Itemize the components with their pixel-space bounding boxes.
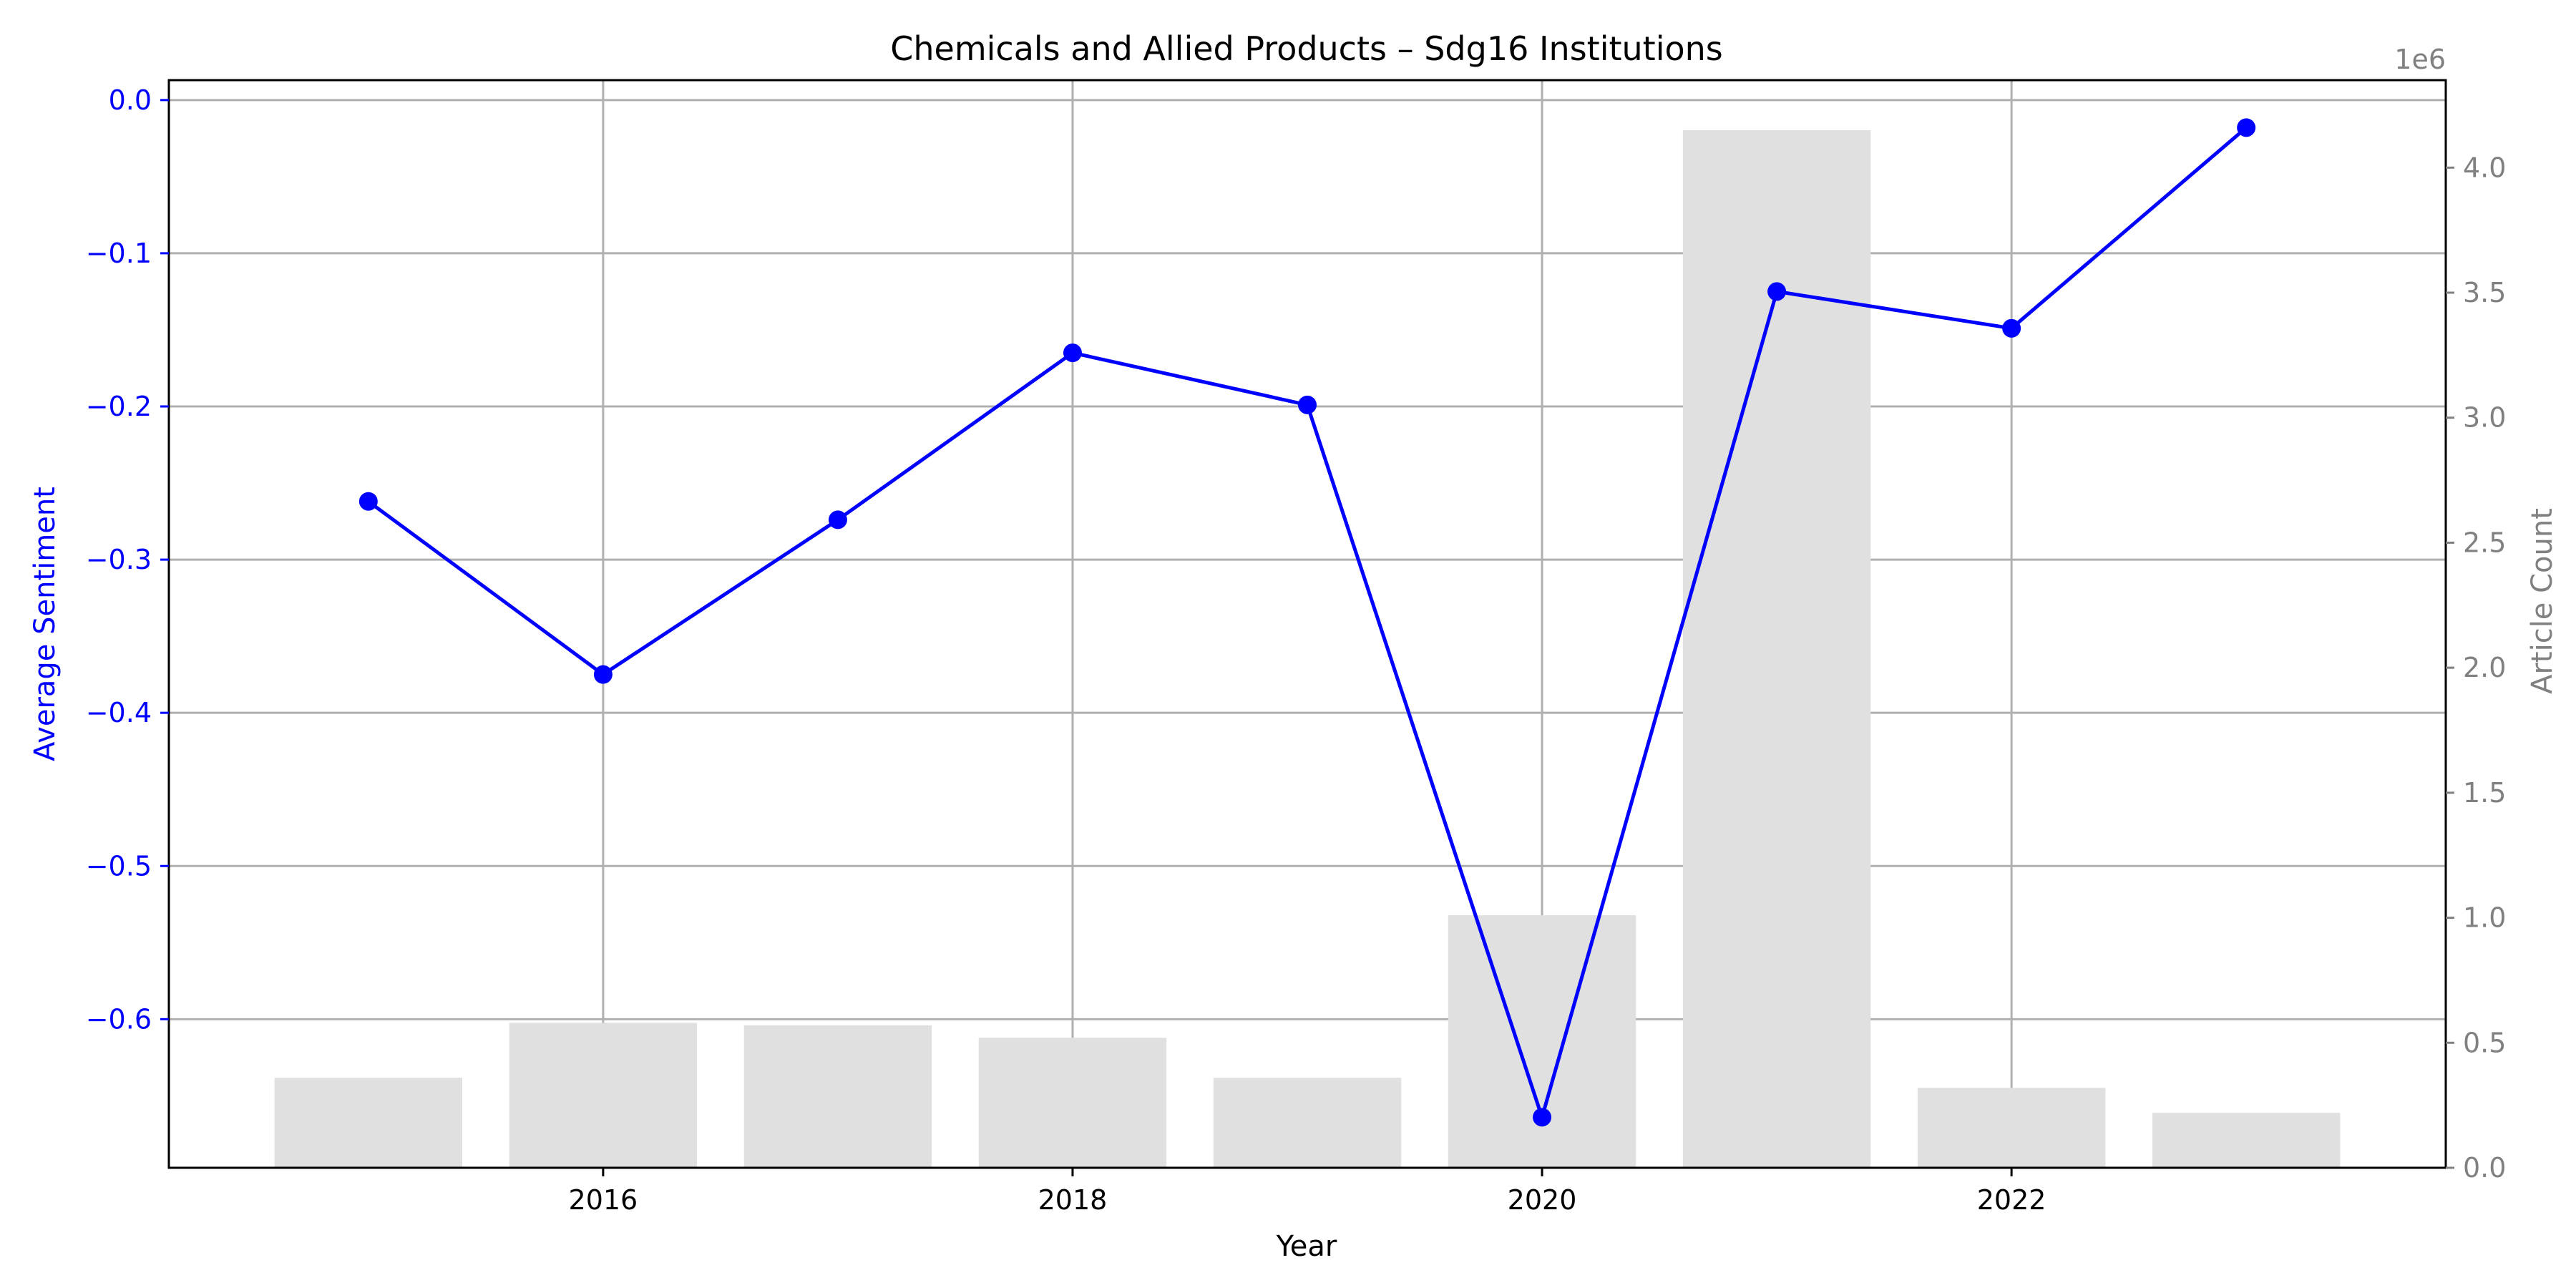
chart-title: Chemicals and Allied Products – Sdg16 In… xyxy=(890,29,1723,68)
axes-layer xyxy=(167,79,2447,1169)
ticks-layer: 2016 2018 2020 2022 0.0 −0.1 −0.2 −0.3 −0.4 −0.5 −… xyxy=(86,84,2507,1216)
right-tick-label-0: 0.0 xyxy=(2463,1152,2506,1184)
x-tick-label-1: 2018 xyxy=(1038,1184,1108,1216)
sentiment-point-2017 xyxy=(828,510,847,530)
left-tick-label-5: −0.5 xyxy=(86,850,152,882)
right-tick-label-1: 0.5 xyxy=(2463,1027,2506,1058)
x-axis-label: Year xyxy=(1276,1230,1337,1263)
sentiment-point-2023 xyxy=(2237,118,2256,137)
left-tick-label-2: −0.2 xyxy=(86,391,152,422)
left-tick-label-1: −0.1 xyxy=(86,238,152,269)
sentiment-point-2019 xyxy=(1298,395,1317,414)
right-tick-label-2: 1.0 xyxy=(2463,902,2506,934)
right-tick-label-5: 2.5 xyxy=(2463,527,2506,558)
bar-2018 xyxy=(978,1038,1167,1168)
sentiment-point-2022 xyxy=(2002,318,2021,338)
sentiment-line xyxy=(367,126,2248,1119)
bar-2015 xyxy=(274,1078,463,1168)
left-tick-label-6: −0.6 xyxy=(86,1003,152,1035)
x-tick-label-2: 2020 xyxy=(1508,1184,1577,1216)
bar-2016 xyxy=(509,1023,698,1168)
bar-2019 xyxy=(1213,1078,1402,1168)
right-tick-label-6: 3.0 xyxy=(2463,402,2506,434)
bar-2023 xyxy=(2152,1113,2341,1168)
sentiment-point-2016 xyxy=(593,665,613,684)
right-tick-label-8: 4.0 xyxy=(2463,152,2506,183)
left-y-axis-label: Average Sentiment xyxy=(29,487,62,761)
x-tick-label-3: 2022 xyxy=(1977,1184,2046,1216)
grid-layer xyxy=(169,80,2446,1168)
right-axis-offset-label: 1e6 xyxy=(2394,44,2446,75)
plot-frame xyxy=(167,79,2447,1169)
right-y-axis-label: Article Count xyxy=(2526,508,2559,694)
sentiment-point-2021 xyxy=(1767,282,1787,301)
sentiment-point-2015 xyxy=(358,492,378,511)
left-tick-label-3: −0.3 xyxy=(86,544,152,575)
x-tick-label-0: 2016 xyxy=(569,1184,638,1216)
right-tick-label-7: 3.5 xyxy=(2463,277,2506,308)
right-tick-label-4: 2.0 xyxy=(2463,652,2506,683)
bar-2017 xyxy=(743,1025,932,1168)
bar-2020 xyxy=(1448,915,1636,1168)
line-layer xyxy=(358,118,2256,1127)
bar-2022 xyxy=(1917,1088,2106,1168)
left-tick-label-4: −0.4 xyxy=(86,697,152,728)
left-tick-label-0: 0.0 xyxy=(109,84,152,116)
bars-layer xyxy=(274,130,2341,1169)
sentiment-point-2020 xyxy=(1533,1108,1552,1127)
sentiment-point-2018 xyxy=(1063,343,1082,363)
right-tick-label-3: 1.5 xyxy=(2463,777,2506,809)
